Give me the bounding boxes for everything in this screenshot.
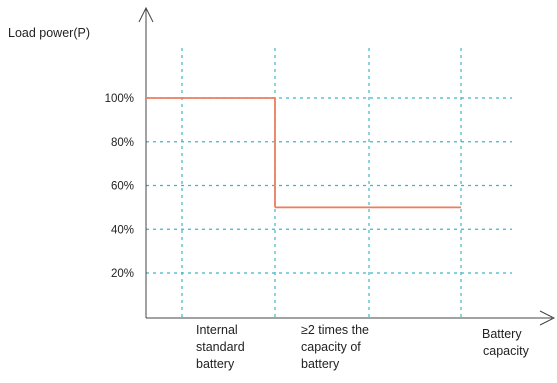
labels: Load power(P) Battery capacity 100% 80% 60… xyxy=(8,26,530,371)
x-marker-label: standard xyxy=(196,340,245,354)
x-marker-label: capacity of xyxy=(301,340,361,354)
series xyxy=(146,97,461,209)
x-axis-label-line: Battery xyxy=(482,327,522,341)
y-tick-label: 40% xyxy=(111,224,134,236)
x-marker-label: ≥2 times the xyxy=(301,323,369,337)
x-axis-arrow-icon xyxy=(539,310,556,326)
x-marker-label: battery xyxy=(196,357,235,371)
x-marker-label: battery xyxy=(301,357,340,371)
y-tick-label: 60% xyxy=(111,181,134,193)
y-tick-label: 80% xyxy=(111,137,134,149)
y-axis-arrow-icon xyxy=(138,6,154,23)
axes xyxy=(138,6,556,326)
x-axis-label: Battery capacity xyxy=(482,327,530,358)
y-tick-label: 20% xyxy=(111,268,134,280)
x-marker-label: Internal xyxy=(196,323,238,337)
grid-lines xyxy=(146,48,512,318)
x-axis-label-line: capacity xyxy=(483,344,530,358)
y-axis-label: Load power(P) xyxy=(8,26,90,40)
y-tick-label: 100% xyxy=(105,93,134,105)
